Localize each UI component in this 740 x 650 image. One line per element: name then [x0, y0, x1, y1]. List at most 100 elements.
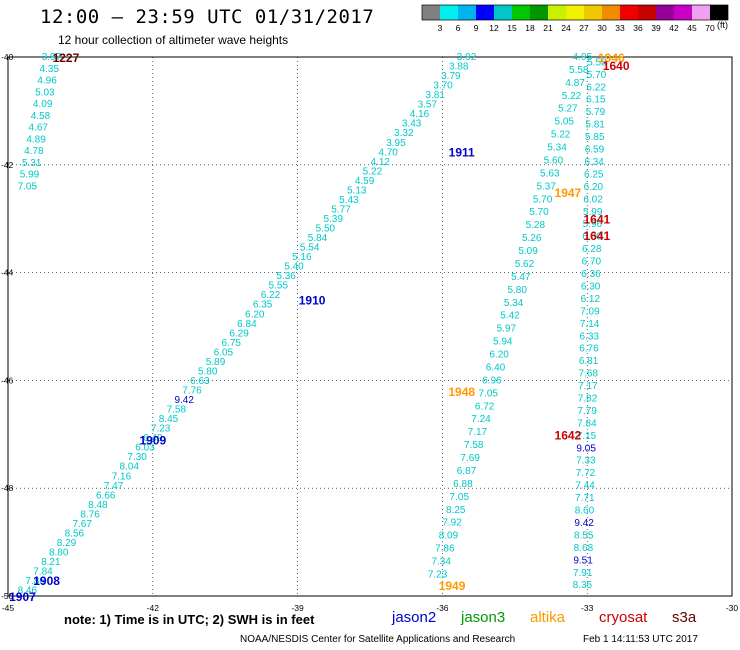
swh-value-label: 3.81 — [425, 90, 445, 101]
swh-value-label: 8.76 — [80, 509, 100, 520]
colorbar-swatch — [638, 5, 656, 20]
swh-value-label: 3.70 — [433, 81, 453, 92]
colorbar-tick-label: 15 — [507, 23, 517, 33]
swh-value-label: 8.45 — [159, 414, 179, 425]
x-tick-label: -30 — [726, 603, 739, 613]
swh-value-label: 8.68 — [574, 543, 594, 554]
pass-label: 1910 — [299, 294, 326, 308]
swh-value-label: 5.54 — [300, 243, 320, 254]
swh-value-label: 7.58 — [464, 440, 484, 451]
colorbar-tick-label: 18 — [525, 23, 535, 33]
swh-value-label: 7.17 — [468, 427, 488, 438]
swh-value-label: 5.37 — [536, 181, 556, 192]
colorbar-tick-label: 45 — [687, 23, 697, 33]
x-tick-label: -39 — [291, 603, 304, 613]
x-tick-label: -36 — [436, 603, 449, 613]
swh-value-label: 4.89 — [26, 134, 46, 145]
swh-value-label: 6.49 — [143, 433, 163, 444]
y-tick-label: -50 — [1, 591, 14, 601]
pass-label: 1641 — [584, 213, 611, 227]
swh-value-label: 5.31 — [22, 158, 42, 169]
pass-label: 1949 — [439, 579, 466, 593]
colorbar-tick-label: 36 — [633, 23, 643, 33]
pass-label: 1642 — [555, 428, 582, 442]
colorbar-swatch — [530, 5, 548, 20]
swh-value-label: 6.30 — [581, 281, 601, 292]
swh-value-label: 6.15 — [586, 95, 606, 106]
swh-value-label: 7.84 — [33, 567, 53, 578]
swh-value-label: 7.72 — [576, 468, 596, 479]
colorbar-tick-label: 12 — [489, 23, 499, 33]
swh-value-label: 5.77 — [331, 204, 351, 215]
swh-value-label: 6.66 — [96, 490, 116, 501]
swh-value-label: 5.34 — [504, 298, 524, 309]
swh-value-label: 7.33 — [576, 456, 596, 467]
swh-value-label: 7.71 — [575, 493, 595, 504]
swh-value-label: 6.96 — [482, 375, 502, 386]
swh-value-label: 6.03 — [135, 443, 155, 454]
swh-value-label: 6.25 — [584, 169, 604, 180]
swh-value-label: 5.05 — [555, 117, 575, 128]
swh-value-label: 4.58 — [31, 111, 51, 122]
swh-value-label: 7.05 — [18, 181, 38, 192]
chart-title: 12:00 – 23:59 UTC 01/31/2017 — [40, 6, 375, 28]
swh-value-label: 4.67 — [29, 123, 49, 134]
pass-label: 1908 — [33, 574, 60, 588]
swh-value-label: 7.79 — [577, 406, 597, 417]
legend-jason2: jason2 — [392, 609, 437, 626]
y-tick-label: -48 — [1, 483, 14, 493]
swh-value-label: 5.36 — [276, 271, 296, 282]
swh-value-label: 5.94 — [493, 337, 513, 348]
swh-value-label: 5.58 — [569, 65, 589, 76]
swh-value-label: 7.23 — [151, 424, 171, 435]
swh-value-label: 6.34 — [584, 157, 604, 168]
swh-value-label: 5.85 — [585, 132, 605, 143]
swh-value-label: 5.09 — [518, 246, 538, 257]
swh-value-label: 5.58 — [587, 57, 607, 68]
swh-value-label: 8.04 — [120, 462, 140, 473]
swh-value-label: 6.12 — [581, 294, 601, 305]
swh-value-label: 5.80 — [507, 285, 527, 296]
swh-value-label: 6.35 — [253, 300, 273, 311]
swh-value-label: 3.95 — [386, 138, 406, 149]
legend-s3a: s3a — [672, 609, 697, 626]
swh-value-label: 5.42 — [500, 311, 520, 322]
y-tick-label: -44 — [1, 268, 14, 278]
swh-value-label: 6.76 — [579, 344, 599, 355]
chart-subtitle: 12 hour collection of altimeter wave hei… — [58, 33, 289, 47]
swh-value-label: 6.80 — [582, 232, 602, 243]
colorbar-tick-label: 39 — [651, 23, 661, 33]
swh-value-label: 7.15 — [577, 431, 597, 442]
swh-value-label: 6.75 — [221, 338, 241, 349]
colorbar-tick-label: 30 — [597, 23, 607, 33]
colorbar-unit: (ft) — [717, 20, 728, 30]
swh-value-label: 7.69 — [460, 453, 480, 464]
footer-note: note: 1) Time is in UTC; 2) SWH is in fe… — [64, 612, 315, 627]
colorbar-swatch — [548, 5, 566, 20]
swh-value-label: 9.42 — [174, 395, 194, 406]
x-tick-label: -33 — [581, 603, 594, 613]
swh-value-label: 4.78 — [24, 146, 44, 157]
swh-value-label: 4.70 — [378, 147, 398, 158]
y-tick-label: -40 — [1, 52, 14, 62]
swh-value-label: 7.91 — [573, 568, 593, 579]
swh-value-label: 5.84 — [308, 233, 328, 244]
swh-value-label: 3.32 — [394, 128, 414, 139]
x-tick-label: -42 — [147, 603, 160, 613]
swh-value-label: 7.68 — [578, 369, 598, 380]
y-tick-label: -42 — [1, 160, 14, 170]
swh-value-label: 5.22 — [562, 91, 582, 102]
colorbar-swatch — [656, 5, 674, 20]
swh-value-label: 5.27 — [558, 104, 578, 115]
pass-label: 1640 — [603, 59, 630, 73]
pass-label: 1947 — [555, 186, 582, 200]
swh-value-label: 9.42 — [574, 518, 594, 529]
swh-value-label: 8.60 — [575, 506, 595, 517]
swh-value-label: 5.63 — [540, 168, 560, 179]
swh-value-label: 6.36 — [581, 269, 601, 280]
colorbar-tick-label: 3 — [438, 23, 443, 33]
swh-value-label: 5.70 — [587, 70, 607, 81]
swh-value-label: 3.43 — [402, 119, 422, 130]
footer-credit: NOAA/NESDIS Center for Satellite Applica… — [240, 634, 516, 645]
pass-label: 1948 — [448, 385, 475, 399]
